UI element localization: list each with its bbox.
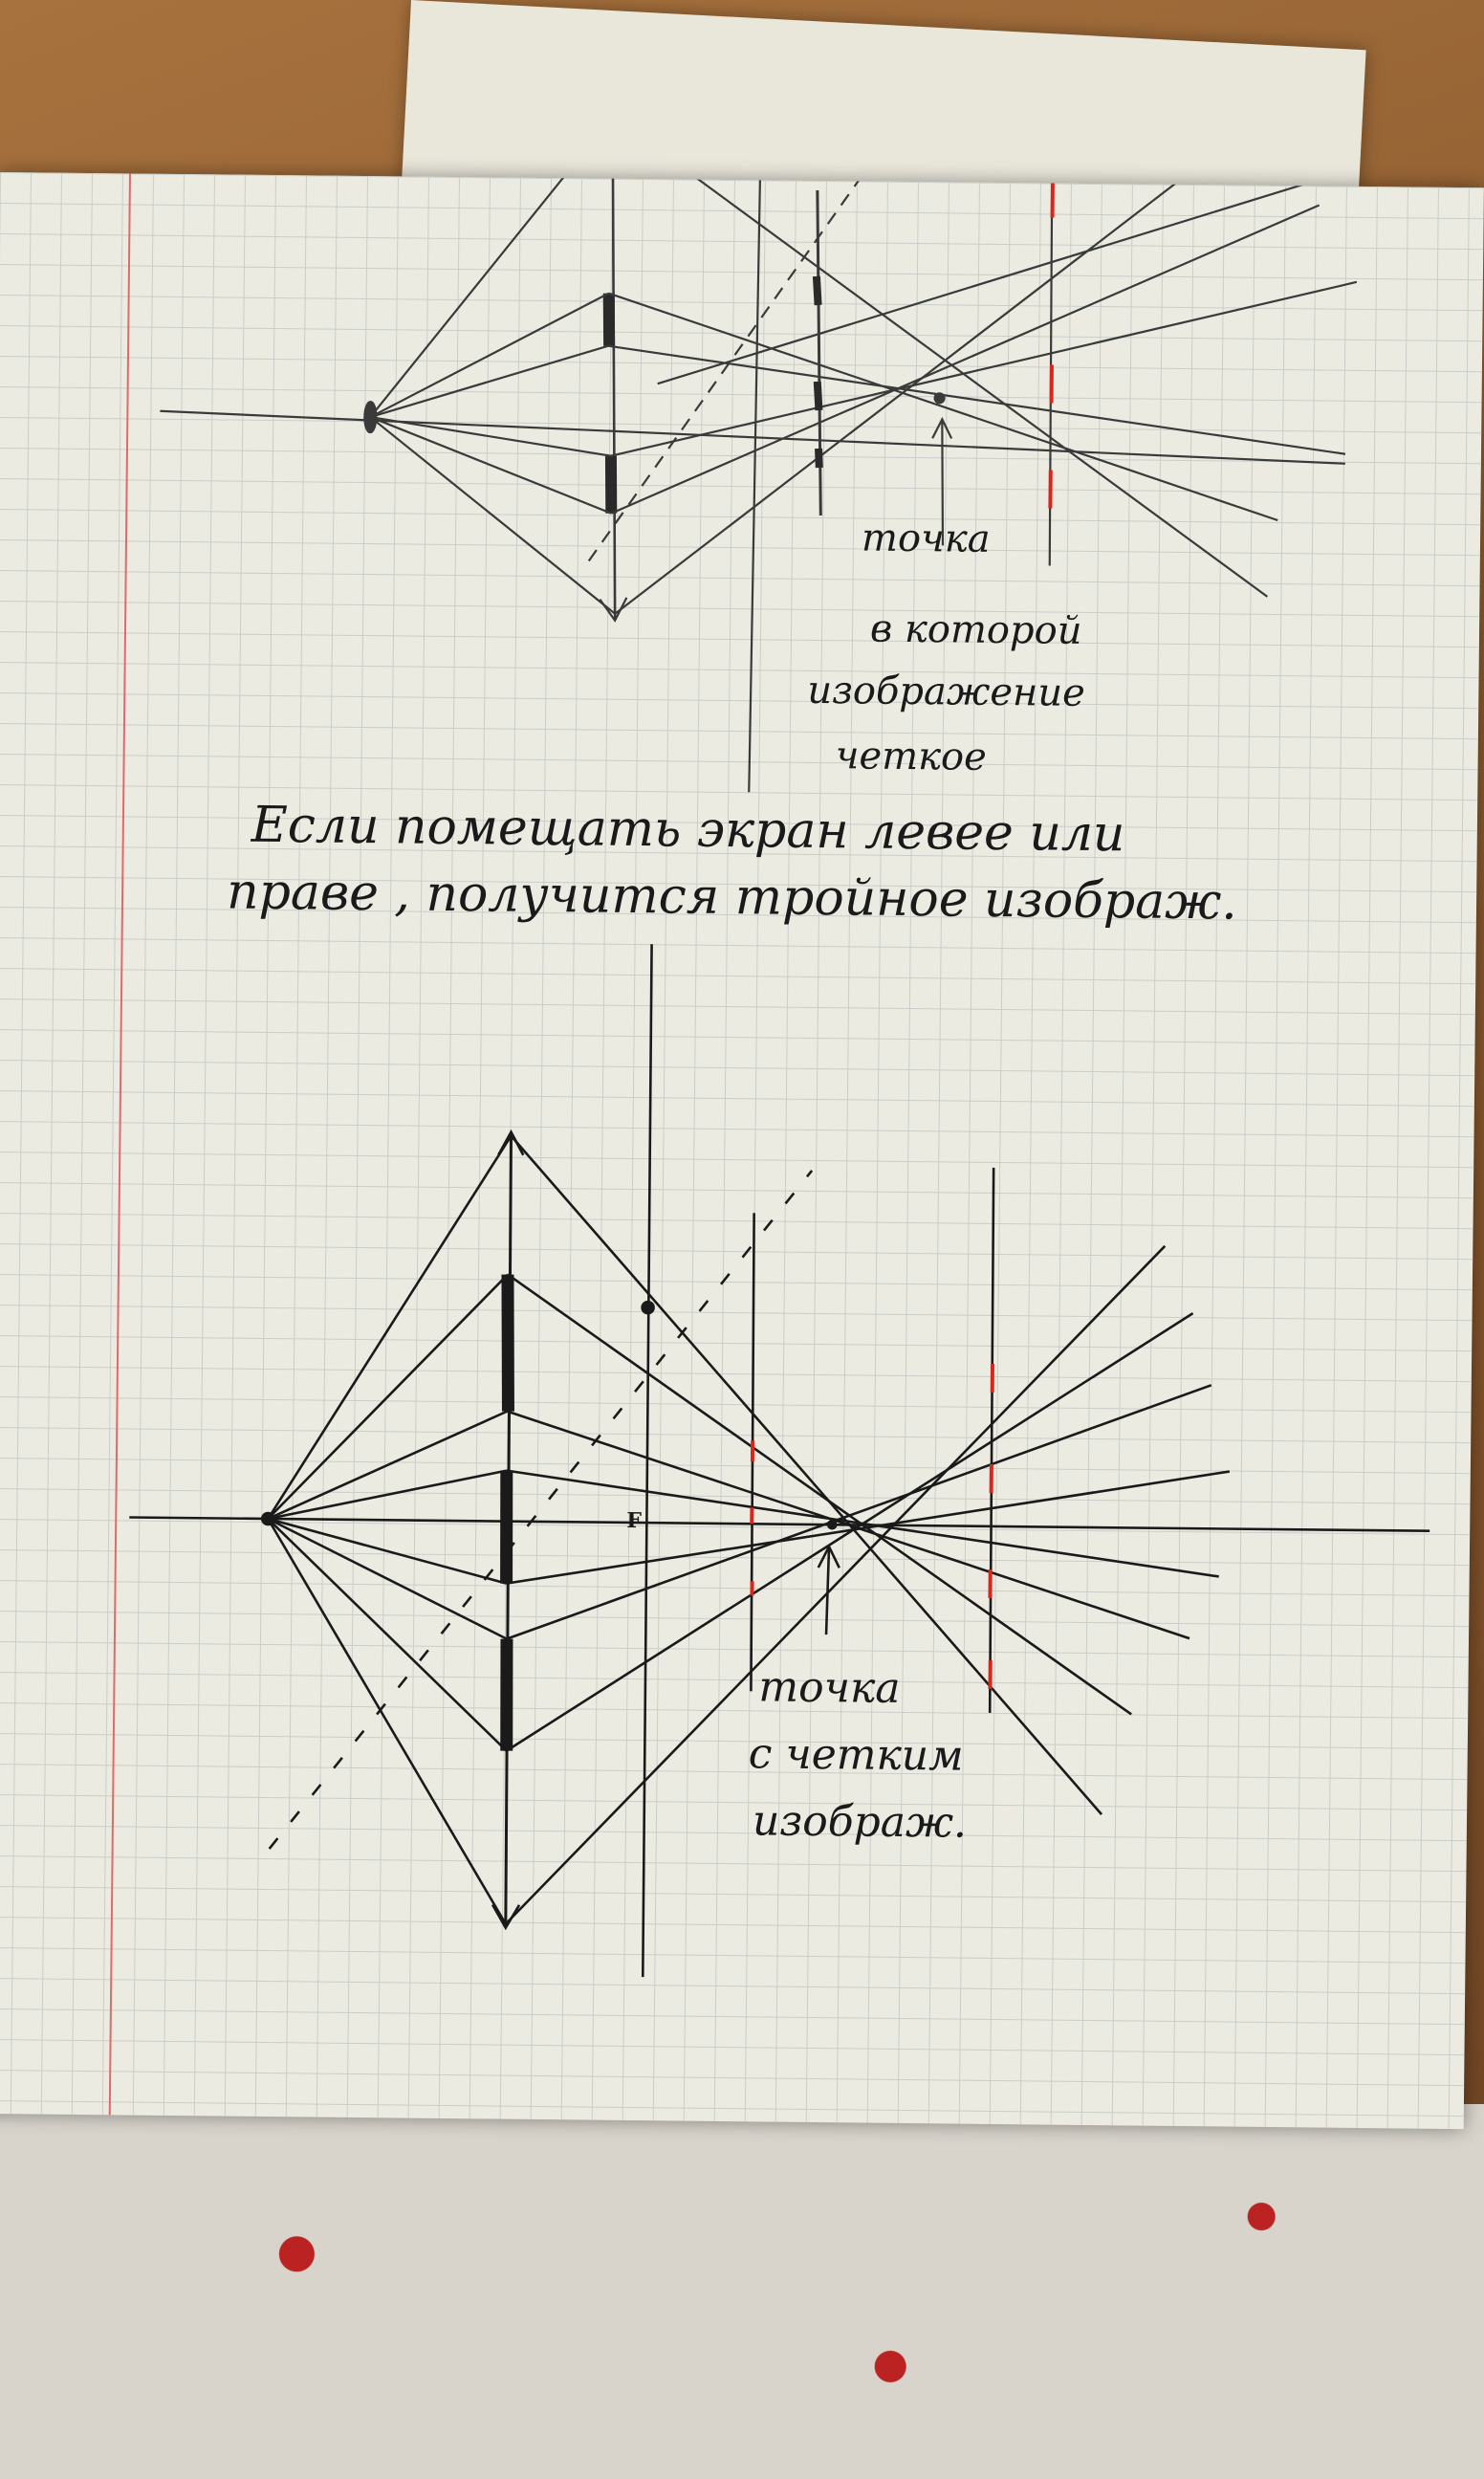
focus-point-top bbox=[933, 392, 946, 405]
arrow-top bbox=[941, 421, 945, 546]
dashed-line-top bbox=[587, 172, 920, 562]
lens-top bbox=[611, 172, 617, 619]
notebook-page: точка в которой изображение четкое Если … bbox=[0, 172, 1484, 2130]
bottom-rays-in bbox=[267, 1134, 513, 1925]
screen-bottom-1 bbox=[641, 944, 653, 1978]
focal-point-dot bbox=[641, 1300, 655, 1315]
top-diagram bbox=[160, 172, 1358, 793]
bottom-label-2: с четким bbox=[748, 1729, 964, 1781]
lens-segment-2 bbox=[604, 455, 618, 514]
lens-segment-1 bbox=[602, 293, 616, 346]
optical-axis-top bbox=[160, 409, 1345, 465]
bottom-diagram bbox=[129, 944, 1430, 1978]
bottom-rays-out bbox=[504, 1134, 1231, 1925]
top-rays bbox=[369, 172, 1358, 615]
red-marks-top bbox=[1048, 183, 1055, 509]
optical-axis-bottom bbox=[129, 1516, 1430, 1533]
lens-bottom-arrow-down bbox=[491, 1903, 521, 1931]
bottom-label-3: изображ. bbox=[752, 1796, 968, 1848]
arrow-bottom bbox=[824, 1548, 831, 1635]
red-marks-bottom bbox=[750, 1363, 995, 1689]
bottom-label-1: точка bbox=[758, 1662, 901, 1713]
focus-label-F: F bbox=[626, 1507, 643, 1534]
lens-bottom-segments bbox=[500, 1274, 514, 1751]
screen-top-1 bbox=[748, 172, 762, 793]
dashed-line-bottom bbox=[268, 1170, 814, 1850]
patterned-cloth bbox=[0, 2104, 1484, 2479]
focus-point-bottom bbox=[826, 1519, 838, 1530]
screen-bottom-3 bbox=[988, 1167, 995, 1713]
